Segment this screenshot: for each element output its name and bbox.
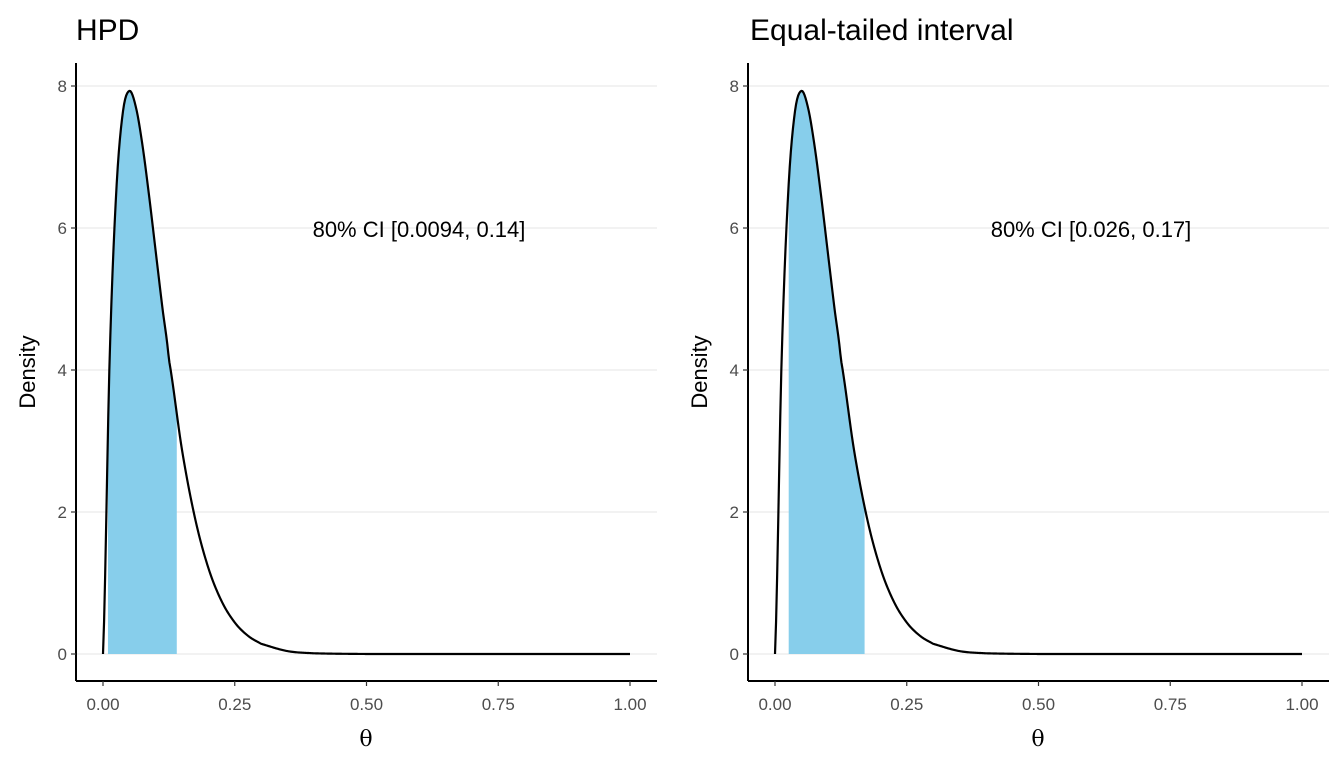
x-tick-label: 0.50 — [1022, 695, 1055, 714]
y-tick-label: 2 — [58, 503, 67, 522]
y-tick-label: 6 — [730, 219, 739, 238]
panel-equal-tailed: 0 2 4 6 8 0.00 0.25 0.50 0.75 1.00 Equal-tailed i… — [687, 14, 1329, 752]
y-axis-label: Density — [15, 335, 40, 408]
ci-annotation: 80% CI [0.026, 0.17] — [991, 217, 1192, 242]
y-tick-label: 2 — [730, 503, 739, 522]
x-tick-label: 0.75 — [482, 695, 515, 714]
y-tick-label: 8 — [730, 77, 739, 96]
plot-area: 0 2 4 6 8 0.00 0.25 0.50 0.75 1.00 — [58, 63, 657, 714]
interval-shading — [107, 90, 177, 655]
x-tick-label: 0.25 — [890, 695, 923, 714]
y-tick-label: 0 — [58, 645, 67, 664]
y-tick-label: 4 — [58, 361, 67, 380]
y-tick-label: 8 — [58, 77, 67, 96]
x-tick-label: 0.75 — [1154, 695, 1187, 714]
x-tick-label: 0.50 — [350, 695, 383, 714]
y-tick-label: 0 — [730, 645, 739, 664]
y-tick-label: 6 — [58, 219, 67, 238]
x-tick-label: 0.00 — [86, 695, 119, 714]
panel-title: HPD — [76, 14, 139, 47]
interval-shading — [788, 90, 865, 655]
y-tick-label: 4 — [730, 361, 739, 380]
y-axis-label: Density — [687, 335, 712, 408]
plot-area: 0 2 4 6 8 0.00 0.25 0.50 0.75 1.00 — [730, 63, 1329, 714]
panel-title: Equal-tailed interval — [750, 14, 1013, 47]
x-tick-label: 0.25 — [218, 695, 251, 714]
x-tick-label: 0.00 — [758, 695, 791, 714]
x-tick-label: 1.00 — [1285, 695, 1318, 714]
x-tick-label: 1.00 — [613, 695, 646, 714]
density-curve — [101, 89, 630, 656]
x-axis-label: θ — [1031, 727, 1044, 752]
x-axis-label: θ — [359, 727, 372, 752]
ci-annotation: 80% CI [0.0094, 0.14] — [313, 217, 526, 242]
density-curve — [773, 89, 1302, 656]
